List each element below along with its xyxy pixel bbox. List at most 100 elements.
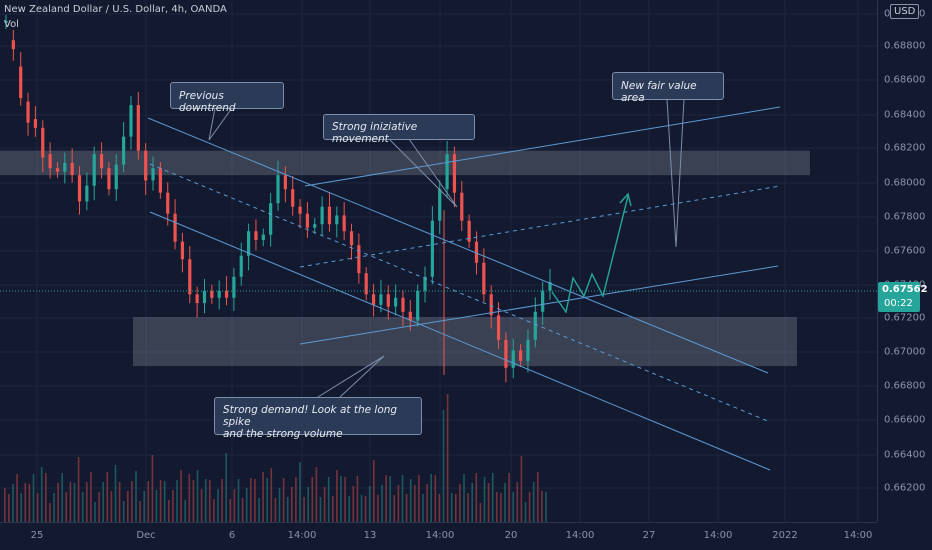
volume-bar: [340, 476, 342, 522]
candle-body: [144, 150, 148, 181]
candle-body: [504, 339, 508, 368]
candle-body: [19, 66, 23, 99]
volume-bar: [16, 474, 18, 522]
volume-bar: [422, 494, 424, 522]
candle-body: [349, 231, 354, 246]
volume-bar: [475, 473, 478, 522]
volume-bar: [311, 477, 314, 522]
price-zone: [133, 317, 797, 367]
candle-body: [357, 245, 361, 274]
time-tick: 14:00: [425, 530, 455, 541]
volume-bar: [258, 498, 260, 522]
time-tick: 25: [30, 530, 44, 541]
volume-bar: [81, 492, 84, 522]
candle-body: [526, 339, 530, 361]
candle-body: [254, 231, 258, 240]
volume-bar: [254, 479, 256, 522]
volume-label: Vol: [4, 19, 19, 30]
annotation-strong-movement[interactable]: Strong iniziative movement: [323, 114, 475, 145]
volume-bar: [213, 499, 215, 522]
volume-bar: [270, 468, 273, 522]
candle-body: [379, 294, 383, 305]
time-axis[interactable]: 25 Dec 6 14:00 13 14:00 20 14:00 27 14:00 2022 14:0…: [0, 522, 877, 550]
time-tick: 27: [642, 530, 656, 541]
price-tick: 0.66600: [884, 414, 926, 426]
volume-bar: [315, 467, 318, 522]
volume-bar: [32, 474, 35, 522]
volume-bar: [368, 486, 371, 522]
volume-bar: [196, 470, 199, 522]
volume-bar: [483, 477, 486, 522]
volume-bar: [446, 394, 449, 522]
annotation-previous-downtrend[interactable]: Previous downtrend: [170, 82, 284, 114]
candle-body: [467, 220, 471, 242]
uptrend-channel-mid: [299, 185, 781, 268]
currency-selector[interactable]: USD: [890, 4, 920, 19]
volume-bar: [332, 496, 334, 522]
volume-bar: [545, 492, 547, 522]
candle-body: [188, 259, 192, 295]
volume-bar: [442, 410, 445, 522]
current-price-label: 0.67562 00:22: [878, 282, 928, 312]
candle-body: [408, 311, 412, 321]
candle-body: [474, 241, 479, 263]
candle-body: [261, 234, 265, 240]
time-tick: 14:00: [843, 530, 873, 541]
annotation-fair-value[interactable]: New fair value area: [612, 72, 724, 104]
price-tick: 0.68200: [884, 142, 926, 154]
volume-bar: [496, 492, 498, 522]
candle-body: [166, 192, 170, 214]
price-tick: 0.67800: [884, 211, 926, 223]
candle-body: [41, 127, 45, 158]
chart-area[interactable]: [0, 0, 877, 522]
callout-pointer-fair-value: [666, 98, 685, 248]
candle-body: [11, 40, 15, 50]
annotation-strong-demand[interactable]: Strong demand! Look at the long spike an…: [214, 397, 422, 440]
volume-bar: [45, 473, 47, 522]
candle-body: [533, 311, 537, 340]
volume-bar: [192, 480, 195, 522]
volume-bar: [467, 493, 469, 522]
volume-bar: [86, 482, 88, 522]
volume-bar: [487, 483, 490, 522]
candle-body: [55, 168, 60, 172]
volume-bar: [225, 453, 227, 522]
candle-body: [276, 175, 280, 204]
candle-body: [85, 185, 89, 202]
candle-body: [107, 168, 111, 190]
volume-bar: [418, 475, 420, 522]
volume-bar: [143, 491, 145, 522]
candle-body: [246, 231, 251, 256]
volume-bar: [397, 485, 400, 522]
candle-body: [511, 350, 515, 368]
price-tick: 0.68000: [884, 177, 926, 189]
time-tick: 6: [228, 530, 236, 541]
candle-body: [371, 294, 376, 305]
volume-bar: [385, 475, 387, 522]
volume-bar: [40, 467, 43, 522]
volume-bar: [504, 483, 506, 522]
price-axis[interactable]: 0.690000.688000.686000.684000.682000.680…: [877, 0, 932, 522]
volume-bar: [471, 483, 473, 522]
candle-body: [158, 168, 162, 193]
candle-body: [63, 162, 67, 172]
candle-body: [92, 154, 96, 186]
volume-bar: [426, 484, 428, 522]
candle-body: [114, 164, 118, 190]
price-chart[interactable]: [0, 0, 877, 522]
volume-bar: [295, 477, 297, 522]
volume-bar: [336, 470, 338, 522]
candle-body: [77, 175, 82, 202]
annotation-demand-line1: Strong demand! Look at the long spike: [223, 404, 398, 428]
volume-bar: [127, 491, 129, 522]
time-tick: 14:00: [287, 530, 317, 541]
candle-body: [224, 290, 229, 298]
candle-body: [364, 273, 368, 295]
candle-body: [232, 276, 236, 298]
volume-bar: [274, 498, 277, 522]
volume-bar: [450, 493, 453, 522]
candle-body: [173, 213, 177, 242]
volume-bar: [307, 487, 309, 522]
candle-body: [180, 241, 185, 260]
candle-body: [335, 215, 339, 225]
